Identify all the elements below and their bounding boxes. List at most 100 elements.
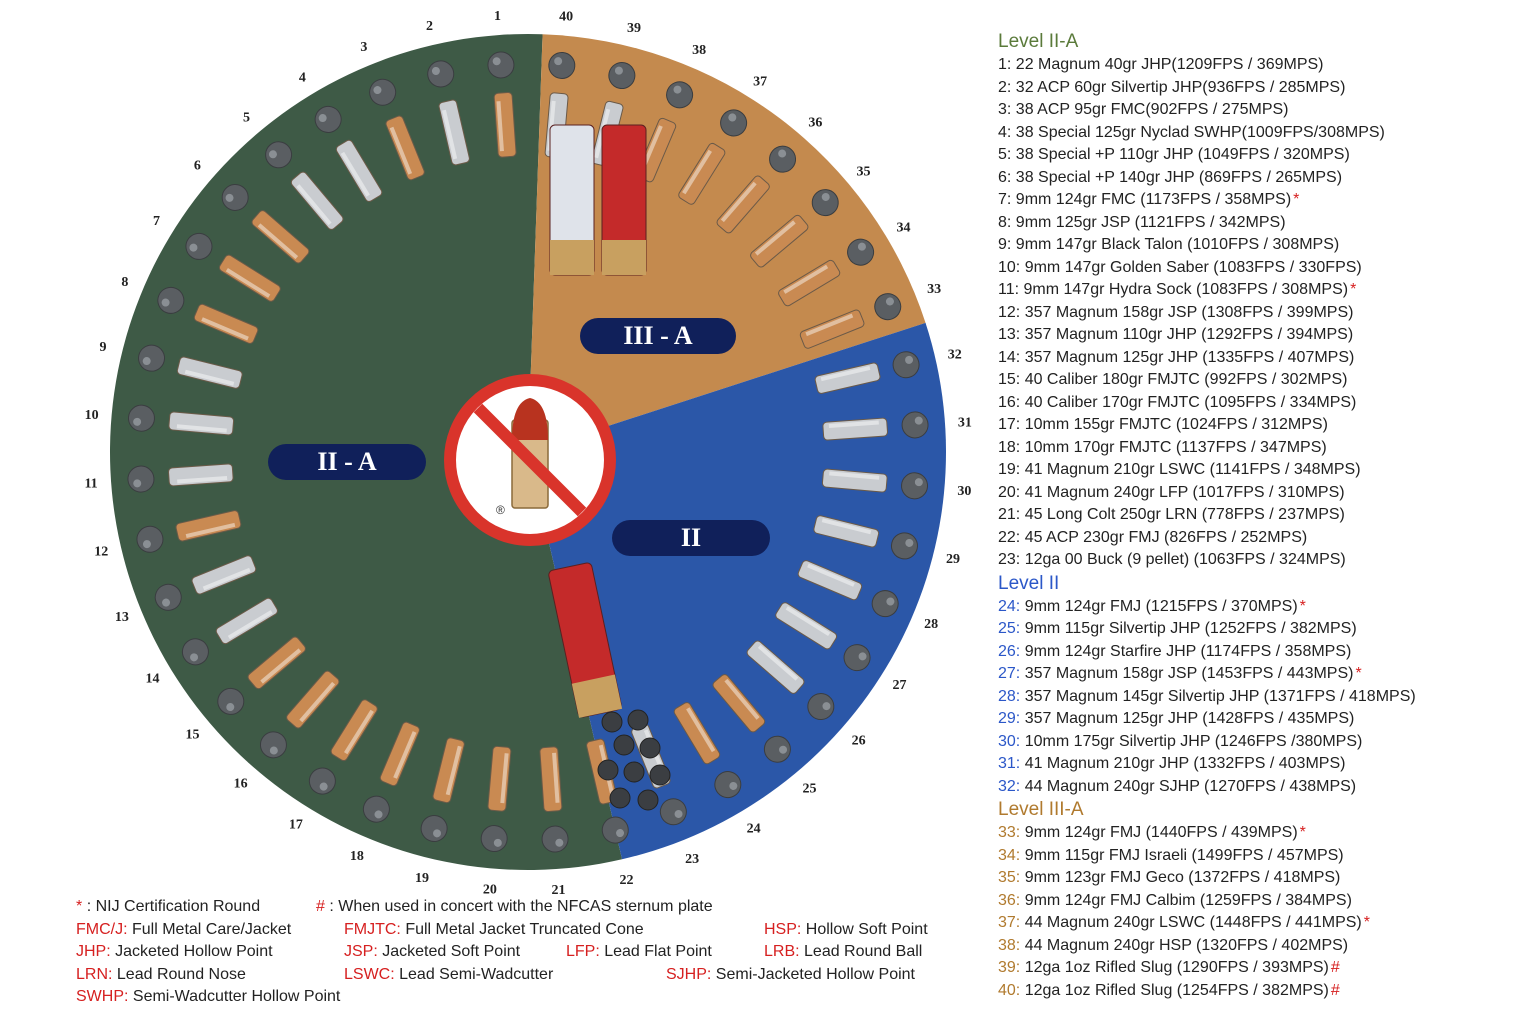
buckshot-pellet (613, 734, 635, 756)
round-2 (427, 60, 470, 166)
round-list-number: 6: (998, 168, 1016, 186)
legend-abbreviation-item: HSP: Hollow Soft Point (764, 921, 928, 939)
round-9 (138, 344, 243, 389)
legend-row-abbreviations: JHP: Jacketed Hollow Point JSP: Jacketed … (76, 943, 976, 966)
abbreviation-code: SWHP: (76, 988, 133, 1005)
abbreviation-meaning: Semi-Wadcutter Hollow Point (132, 988, 341, 1005)
round-list-text: 38 ACP 95gr FMC(902FPS / 275MPS) (1015, 101, 1289, 118)
round-26 (746, 640, 835, 721)
round-number-label: 4 (299, 71, 306, 86)
round-list-number: 11: (998, 281, 1024, 298)
round-list-item: 16: 40 Caliber 170gr FMJTC (1095FPS / 33… (998, 392, 1498, 415)
round-list-text: 9mm 124gr FMJ (1215FPS / 370MPS) (1024, 597, 1298, 615)
round-number-label: 28 (924, 617, 938, 632)
abbreviation-meaning: Lead Flat Point (604, 943, 712, 960)
round-list-text: 10mm 155gr FMJTC (1024FPS / 312MPS) (1024, 416, 1328, 433)
round-37 (678, 109, 748, 205)
round-number-label: 21 (552, 883, 566, 898)
abbreviation-code: LFP: (566, 943, 605, 960)
level-badges: II - A III - A II (268, 318, 770, 556)
round-list-number: 31: (998, 755, 1025, 772)
legend: * : NIJ Certification Round # : When use… (76, 898, 976, 1011)
round-number-label: 32 (948, 347, 962, 362)
round-list-item: 40: 12ga 1oz Rifled Slug (1254FPS / 382M… (998, 980, 1498, 1003)
round-list-text: 44 Magnum 240gr LSWC (1448FPS / 441MPS) (1024, 914, 1362, 931)
round-number-label: 35 (857, 164, 871, 179)
abbreviation-meaning: Lead Round Nose (116, 965, 246, 983)
round-number-label: 19 (415, 871, 429, 886)
round-list-item: 22: 45 ACP 230gr FMJ (826FPS / 252MPS) (998, 527, 1498, 550)
round-number-label: 27 (892, 678, 906, 693)
round-10 (127, 404, 235, 436)
round-14 (181, 597, 278, 666)
round-6 (221, 183, 310, 264)
round-20 (480, 745, 512, 853)
abbreviation-code: JSP: (344, 943, 383, 960)
round-number-label: 24 (747, 821, 761, 836)
round-15 (217, 636, 306, 715)
round-list-number: 5: (998, 146, 1016, 163)
round-list-text: 41 Magnum 210gr LSWC (1141FPS / 348MPS) (1024, 461, 1361, 478)
round-number-label: 37 (753, 75, 767, 90)
round-18 (362, 721, 420, 823)
round-number-label: 20 (483, 882, 497, 897)
round-list-text: 40 Caliber 170gr FMJTC (1095FPS / 334MPS… (1024, 393, 1357, 411)
ammunition-list: Level II-A 1: 22 Magnum 40gr JHP(1209FPS … (998, 30, 1498, 1002)
round-list-text: 40 Caliber 180gr FMJTC (992FPS / 302MPS) (1024, 371, 1348, 388)
round-list-item: 21: 45 Long Colt 250gr LRN (778FPS / 237… (998, 504, 1498, 527)
buckshot-pellet (601, 711, 623, 733)
legend-nij-item: * : NIJ Certification Round (76, 898, 260, 916)
round-number-label: 8 (121, 275, 128, 290)
round-34 (778, 238, 875, 307)
round-17 (308, 699, 378, 795)
nij-certification-mark: * (1299, 597, 1306, 615)
round-number-label: 23 (685, 852, 699, 867)
round-list-text: 22 Magnum 40gr JHP(1209FPS / 369MPS) (1015, 56, 1324, 73)
abbreviation-code: LRB: (764, 943, 805, 960)
buckshot-pellet (623, 761, 645, 783)
round-list-item: 23: 12ga 00 Buck (9 pellet) (1063FPS / 3… (998, 549, 1498, 572)
round-32 (814, 351, 920, 394)
round-number-label: 9 (100, 340, 107, 355)
round-35 (750, 189, 839, 268)
badge-level-2a: II - A (268, 444, 426, 480)
round-list-number: 14: (998, 348, 1025, 366)
nij-certification-mark: * (1363, 914, 1370, 931)
round-list-text: 357 Magnum 125gr JHP (1428FPS / 435MPS) (1024, 710, 1355, 727)
round-list-number: 40: (998, 981, 1025, 999)
nij-certification-mark: * (1355, 665, 1362, 682)
round-list-item: 13: 357 Magnum 110gr JHP (1292FPS / 394M… (998, 324, 1498, 347)
buckshot-pellet (649, 764, 671, 786)
round-number-label: 15 (185, 728, 199, 743)
round-28 (797, 560, 899, 618)
round-list-item: 9: 9mm 147gr Black Talon (1010FPS / 308M… (998, 234, 1498, 257)
round-11 (127, 463, 234, 493)
legend-abbreviation-item: FMC/J: Full Metal Care/Jacket (76, 921, 291, 939)
round-list-item: 6: 38 Special +P 140gr JHP (869FPS / 265… (998, 167, 1498, 190)
round-number-label: 33 (927, 282, 941, 297)
round-list-item: 19: 41 Magnum 210gr LSWC (1141FPS / 348M… (998, 459, 1498, 482)
round-list-item: 30: 10mm 175gr Silvertip JHP (1246FPS /3… (998, 731, 1498, 754)
round-list-text: 9mm 124gr FMC (1173FPS / 358MPS) (1015, 191, 1292, 208)
round-number-label: 30 (957, 484, 971, 499)
round-list-text: 357 Magnum 158gr JSP (1308FPS / 399MPS) (1024, 303, 1354, 321)
legend-nij-text: : NIJ Certification Round (86, 898, 261, 915)
shotgun-shell-red-slug (601, 124, 647, 276)
abbreviation-meaning: Lead Semi-Wadcutter (399, 965, 554, 983)
round-list-item: 2: 32 ACP 60gr Silvertip JHP(936FPS / 28… (998, 77, 1498, 100)
round-list-text: 12ga 1oz Rifled Slug (1254FPS / 382MPS) (1024, 981, 1329, 999)
round-number-label: 26 (852, 733, 866, 748)
round-list-text: 10mm 170gr FMJTC (1137FPS / 347MPS) (1024, 438, 1327, 456)
round-number-label: 36 (808, 115, 822, 130)
abbreviation-meaning: Jacketed Hollow Point (115, 943, 273, 960)
round-list-number: 13: (998, 326, 1025, 343)
round-number-label: 22 (620, 873, 634, 888)
round-list-item: 28: 357 Magnum 145gr Silvertip JHP (1371… (998, 686, 1498, 709)
round-list-item: 8: 9mm 125gr JSP (1121FPS / 342MPS) (998, 212, 1498, 235)
round-list-number: 39: (998, 959, 1025, 976)
legend-abbreviation-item: LRN: Lead Round Nose (76, 966, 246, 984)
round-list-item: 20: 41 Magnum 240gr LFP (1017FPS / 310MP… (998, 482, 1498, 505)
round-list-number: 27: (998, 665, 1025, 682)
round-list-item: 24: 9mm 124gr FMJ (1215FPS / 370MPS) * (998, 596, 1498, 619)
badge-level-2: II (612, 520, 770, 556)
